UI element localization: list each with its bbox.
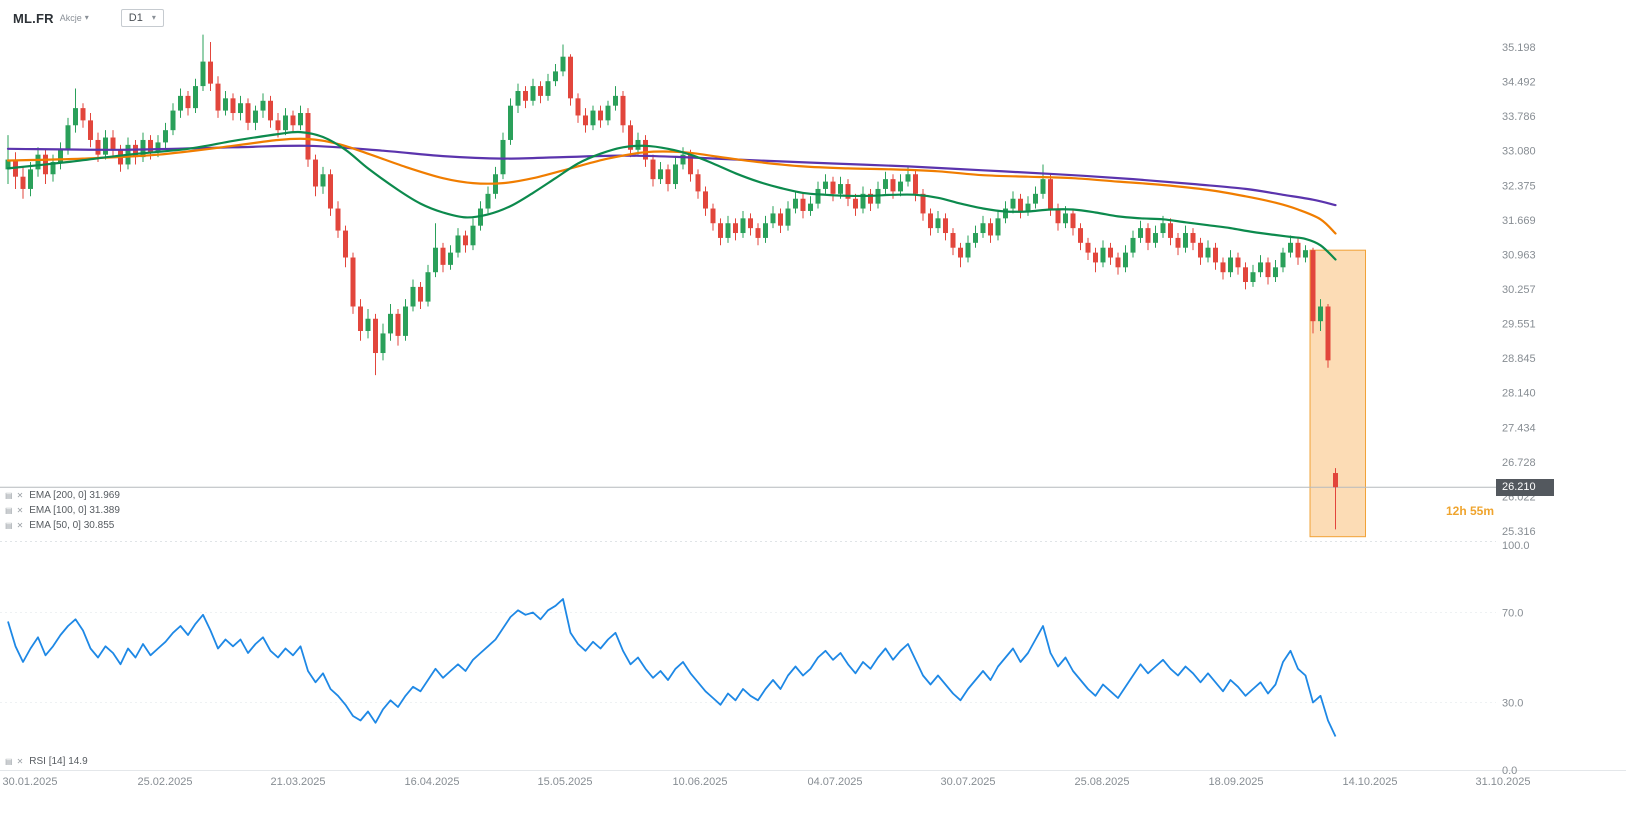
- indicator-remove-icon[interactable]: ✕: [16, 756, 24, 766]
- timeframe-label: D1: [128, 12, 143, 24]
- svg-text:31.669: 31.669: [1502, 215, 1536, 227]
- svg-text:30.01.2025: 30.01.2025: [2, 776, 57, 788]
- ema-50-line: [6, 130, 1337, 261]
- rsi-axis-labels: 100.0 70.0 30.0 0.0: [1502, 540, 1530, 777]
- svg-text:15.05.2025: 15.05.2025: [537, 776, 592, 788]
- indicator-settings-icon[interactable]: ▤: [5, 520, 13, 530]
- svg-text:30.963: 30.963: [1502, 249, 1536, 261]
- svg-text:18.09.2025: 18.09.2025: [1208, 776, 1263, 788]
- svg-text:25.316: 25.316: [1502, 526, 1536, 538]
- ema-200-label: EMA [200, 0] 31.969: [29, 490, 120, 501]
- market-type-dropdown[interactable]: Akcje ▾: [60, 13, 89, 23]
- indicator-settings-icon[interactable]: ▤: [5, 490, 13, 500]
- highlight-box: [1309, 249, 1366, 538]
- svg-text:28.140: 28.140: [1502, 388, 1536, 400]
- svg-text:31.10.2025: 31.10.2025: [1475, 776, 1530, 788]
- indicator-settings-icon[interactable]: ▤: [5, 505, 13, 515]
- ema-100-legend-row: ▤ ✕ EMA [100, 0] 31.389: [5, 503, 120, 518]
- indicator-remove-icon[interactable]: ✕: [16, 505, 24, 515]
- svg-text:100.0: 100.0: [1502, 540, 1530, 552]
- ema-200-line: [6, 144, 1337, 207]
- svg-text:26.728: 26.728: [1502, 457, 1536, 469]
- timeframe-dropdown[interactable]: D1 ▾: [120, 9, 164, 27]
- svg-text:16.04.2025: 16.04.2025: [404, 776, 459, 788]
- rsi-legend: ▤ ✕ RSI [14] 14.9: [5, 754, 88, 769]
- svg-text:32.375: 32.375: [1502, 180, 1536, 192]
- indicator-settings-icon[interactable]: ▤: [5, 756, 13, 766]
- chevron-down-icon: ▾: [84, 13, 89, 22]
- svg-text:14.10.2025: 14.10.2025: [1342, 776, 1397, 788]
- market-type-label: Akcje: [59, 13, 82, 23]
- ema-100-label: EMA [100, 0] 31.389: [29, 505, 120, 516]
- rsi-line: [7, 598, 1337, 737]
- svg-text:30.257: 30.257: [1502, 284, 1536, 296]
- last-price-badge: 26.210: [1496, 479, 1554, 496]
- price-axis-labels: 35.198 34.492 33.786 33.080 32.375 31.669 30.9…: [1502, 42, 1536, 538]
- svg-text:33.786: 33.786: [1502, 111, 1536, 123]
- svg-text:25.02.2025: 25.02.2025: [137, 776, 192, 788]
- svg-text:30.0: 30.0: [1502, 698, 1523, 710]
- rsi-legend-row: ▤ ✕ RSI [14] 14.9: [5, 754, 88, 769]
- svg-text:10.06.2025: 10.06.2025: [672, 776, 727, 788]
- svg-text:0.0: 0.0: [1502, 765, 1517, 777]
- svg-text:34.492: 34.492: [1502, 77, 1536, 89]
- ema-200-legend-row: ▤ ✕ EMA [200, 0] 31.969: [5, 488, 120, 503]
- symbol-label: ML.FR: [13, 10, 54, 26]
- svg-text:04.07.2025: 04.07.2025: [807, 776, 862, 788]
- svg-text:21.03.2025: 21.03.2025: [270, 776, 325, 788]
- ema-50-label: EMA [50, 0] 30.855: [29, 520, 115, 531]
- rsi-label: RSI [14] 14.9: [29, 756, 88, 767]
- svg-text:27.434: 27.434: [1502, 422, 1536, 434]
- bar-countdown: 12h 55m: [1445, 504, 1494, 518]
- svg-text:70.0: 70.0: [1502, 608, 1523, 620]
- grid-lines: [0, 541, 1626, 771]
- svg-text:33.080: 33.080: [1502, 146, 1536, 158]
- svg-text:28.845: 28.845: [1502, 353, 1536, 365]
- instrument-header: ML.FR Akcje ▾ D1 ▾: [13, 9, 164, 27]
- svg-text:25.08.2025: 25.08.2025: [1074, 776, 1129, 788]
- ema-50-legend-row: ▤ ✕ EMA [50, 0] 30.855: [5, 518, 120, 533]
- chevron-down-icon: ▾: [151, 13, 156, 22]
- ema-legend: ▤ ✕ EMA [200, 0] 31.969 ▤ ✕ EMA [100, 0]…: [5, 488, 120, 533]
- svg-text:30.07.2025: 30.07.2025: [940, 776, 995, 788]
- indicator-remove-icon[interactable]: ✕: [16, 490, 24, 500]
- ema-100-line: [6, 137, 1337, 235]
- svg-text:29.551: 29.551: [1502, 319, 1536, 331]
- date-axis-labels: 30.01.2025 25.02.2025 21.03.2025 16.04.2025…: [2, 776, 1530, 788]
- candles-layer: [5, 34, 1338, 530]
- svg-text:35.198: 35.198: [1502, 42, 1536, 54]
- indicator-remove-icon[interactable]: ✕: [16, 520, 24, 530]
